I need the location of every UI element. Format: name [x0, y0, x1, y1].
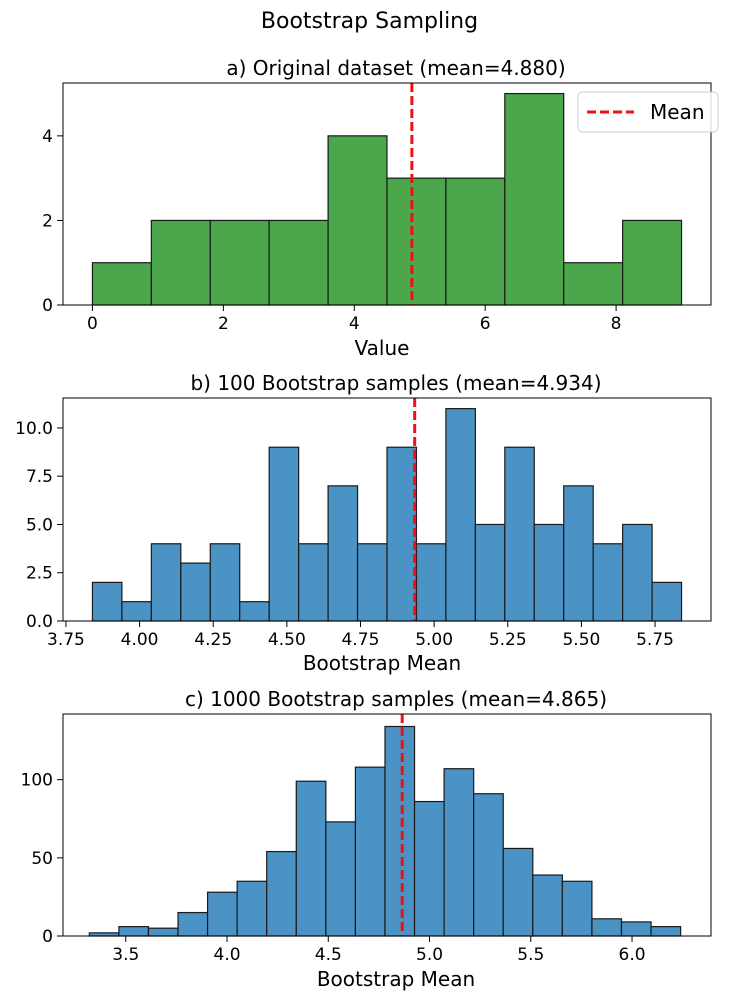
x-tick-label: 3.5	[112, 945, 139, 965]
histogram-bar	[91, 581, 123, 622]
histogram-bar	[504, 92, 565, 306]
histogram-bar	[504, 446, 535, 622]
histogram-bar	[651, 581, 683, 622]
histogram-bar	[150, 543, 182, 622]
histogram-bar	[620, 921, 652, 937]
histogram-bar	[327, 135, 388, 306]
histogram-bar	[121, 601, 152, 622]
y-tick-label: 10.0	[15, 419, 53, 439]
x-tick-label: 5.00	[415, 630, 453, 650]
y-tick-label: 0.0	[26, 612, 53, 632]
x-tick-label: 0	[87, 314, 98, 334]
histogram-bar	[268, 219, 329, 306]
histogram-bar	[533, 523, 565, 622]
histogram-bar	[591, 918, 623, 937]
histogram-bar	[561, 880, 593, 937]
histogram-bar	[268, 446, 300, 622]
x-tick-label: 4.0	[214, 945, 241, 965]
histogram-bar	[295, 780, 327, 937]
legend-entry-mean: Mean	[650, 100, 705, 124]
y-tick-label: 100	[21, 771, 53, 791]
histogram-bar	[209, 543, 241, 622]
panel-100-bootstrap-samples: b) 100 Bootstrap samples (mean=4.934) Bo…	[15, 371, 712, 675]
histogram-bar	[206, 891, 238, 937]
histogram-bar	[650, 926, 682, 937]
histogram-bar	[622, 523, 653, 622]
histogram-bar	[413, 800, 445, 937]
histogram-bar	[239, 601, 270, 622]
histogram-bar	[563, 262, 624, 306]
histogram-bar	[386, 177, 447, 306]
x-tick-label: 5.25	[489, 630, 527, 650]
axes-frame	[62, 397, 712, 622]
x-axis-label: Bootstrap Mean	[303, 651, 461, 675]
y-tick-label: 50	[31, 849, 53, 869]
x-tick-label: 4.5	[315, 945, 342, 965]
panel-1000-bootstrap-samples: c) 1000 Bootstrap samples (mean=4.865) B…	[21, 687, 712, 991]
histogram-bar	[236, 880, 268, 937]
x-tick-label: 2	[218, 314, 229, 334]
x-tick-label: 4.50	[268, 630, 306, 650]
x-tick-label: 8	[611, 314, 622, 334]
histogram-bar	[209, 219, 270, 306]
y-tick-label: 0	[42, 296, 53, 316]
histogram-bar	[563, 485, 594, 622]
y-tick-label: 2.5	[26, 564, 53, 584]
histogram-bar	[445, 408, 476, 622]
histogram-bar	[150, 219, 211, 306]
histogram-bar	[502, 847, 534, 937]
histogram-bar	[622, 219, 683, 306]
histogram-bar	[327, 485, 359, 622]
histogram-bar	[91, 262, 152, 306]
histogram-bar	[415, 543, 447, 622]
figure-suptitle: Bootstrap Sampling	[261, 9, 478, 34]
histogram-bar	[266, 850, 297, 937]
y-tick-label: 4	[42, 127, 53, 147]
y-tick-label: 0	[42, 927, 53, 947]
histogram-bar	[474, 523, 506, 622]
x-tick-label: 4.00	[121, 630, 159, 650]
panel-title: b) 100 Bootstrap samples (mean=4.934)	[190, 371, 601, 395]
axes-frame	[62, 713, 712, 937]
x-tick-label: 5.50	[562, 630, 600, 650]
histogram-bar	[298, 543, 329, 622]
y-tick-label: 5.0	[26, 515, 53, 535]
y-tick-label: 7.5	[26, 467, 53, 487]
x-tick-label: 5.75	[636, 630, 674, 650]
x-tick-label: 4	[349, 314, 360, 334]
x-tick-label: 5.0	[416, 945, 443, 965]
axes-frame	[62, 82, 712, 306]
histogram-bar	[325, 821, 357, 937]
histogram-bar	[147, 927, 179, 937]
panel-title: a) Original dataset (mean=4.880)	[226, 56, 565, 80]
legend-box	[577, 91, 719, 133]
histogram-bar	[177, 911, 209, 937]
panel-title: c) 1000 Bootstrap samples (mean=4.865)	[185, 687, 607, 711]
x-tick-label: 6.0	[619, 945, 646, 965]
histogram-bar	[443, 768, 475, 937]
x-tick-label: 5.5	[517, 945, 544, 965]
x-tick-label: 4.75	[342, 630, 380, 650]
panel-original-dataset: a) Original dataset (mean=4.880) Value 0…	[42, 56, 719, 360]
histogram-bar	[354, 766, 386, 937]
histogram-bar	[384, 725, 416, 937]
x-axis-label: Value	[355, 336, 410, 360]
histogram-bar	[473, 793, 504, 937]
legend: Mean	[577, 91, 719, 133]
histogram-bar	[386, 446, 418, 622]
y-tick-label: 2	[42, 211, 53, 231]
histogram-bar	[356, 543, 388, 622]
x-axis-label: Bootstrap Mean	[317, 967, 475, 991]
histogram-bar	[180, 562, 211, 622]
histogram-bar	[532, 874, 563, 937]
x-tick-label: 3.75	[47, 630, 85, 650]
histogram-bar	[445, 177, 506, 306]
histogram-bar	[592, 543, 624, 622]
x-tick-label: 6	[480, 314, 491, 334]
x-tick-label: 4.25	[194, 630, 232, 650]
histogram-bar	[118, 926, 150, 937]
